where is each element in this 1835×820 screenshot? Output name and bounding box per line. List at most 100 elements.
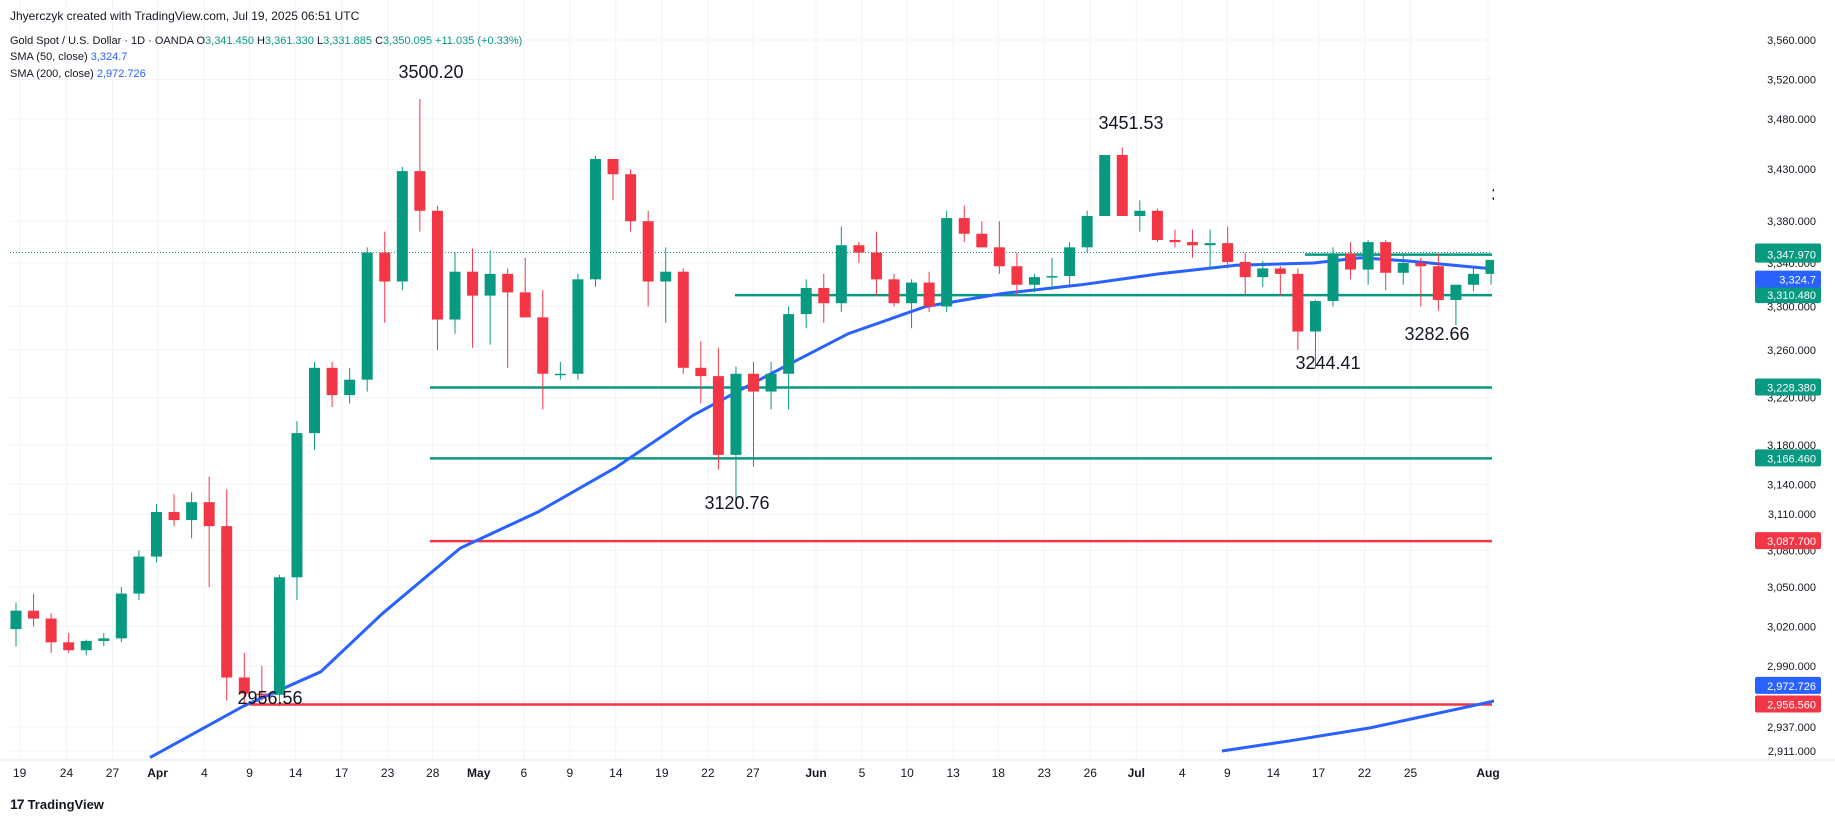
candle-body[interactable] bbox=[326, 367, 338, 396]
candle-body[interactable] bbox=[730, 373, 742, 455]
candle-body[interactable] bbox=[361, 252, 373, 380]
candle-body[interactable] bbox=[80, 640, 92, 651]
candle-body[interactable] bbox=[484, 273, 496, 296]
candle-body[interactable] bbox=[1204, 243, 1216, 246]
candle-body[interactable] bbox=[186, 502, 198, 521]
candle-body[interactable] bbox=[712, 376, 724, 455]
candle-body[interactable] bbox=[1345, 253, 1357, 270]
sma50-line[interactable] bbox=[149, 256, 1563, 759]
candle-body[interactable] bbox=[28, 610, 40, 619]
candle-body[interactable] bbox=[414, 171, 426, 211]
candle-body[interactable] bbox=[1134, 210, 1146, 216]
candle-body[interactable] bbox=[45, 618, 57, 643]
sma50-legend[interactable]: SMA (50, close) 3,324.7 bbox=[10, 51, 127, 63]
y-tick-label: 3,300.000 bbox=[1767, 302, 1816, 314]
candle-body[interactable] bbox=[607, 159, 619, 175]
candle-body[interactable] bbox=[888, 279, 900, 304]
candle-body[interactable] bbox=[1099, 155, 1111, 216]
candle-body[interactable] bbox=[1362, 242, 1374, 270]
candle-body[interactable] bbox=[695, 367, 707, 377]
candle-body[interactable] bbox=[1467, 273, 1479, 285]
candle-body[interactable] bbox=[203, 502, 215, 527]
candle-body[interactable] bbox=[748, 373, 760, 392]
candle-body[interactable] bbox=[923, 282, 935, 307]
candle-body[interactable] bbox=[1432, 266, 1444, 300]
candle-body[interactable] bbox=[958, 218, 970, 234]
candle-body[interactable] bbox=[221, 526, 233, 678]
y-tick-label: 3,520.000 bbox=[1767, 75, 1816, 87]
candle-body[interactable] bbox=[379, 252, 391, 282]
candle-body[interactable] bbox=[1397, 263, 1409, 273]
candle-body[interactable] bbox=[572, 279, 584, 374]
candle-body[interactable] bbox=[168, 512, 180, 521]
time-axis[interactable]: 19 24 27 Apr 4 9 14 17 23 28 May 6 9 14 19 22 27 Jun 5 10 13… bbox=[0, 759, 1835, 780]
candle-body[interactable] bbox=[502, 273, 514, 293]
candle-body[interactable] bbox=[835, 245, 847, 304]
candle-body[interactable] bbox=[677, 271, 689, 368]
candle-body[interactable] bbox=[344, 379, 356, 396]
candle-body[interactable] bbox=[519, 292, 531, 318]
candle-body[interactable] bbox=[976, 233, 988, 248]
candle-body[interactable] bbox=[115, 593, 127, 639]
candle-body[interactable] bbox=[1169, 240, 1181, 243]
candle-body[interactable] bbox=[818, 288, 830, 304]
candle-body[interactable] bbox=[660, 271, 672, 282]
candle-body[interactable] bbox=[63, 642, 75, 651]
candle-body[interactable] bbox=[537, 317, 549, 374]
candle-body[interactable] bbox=[1239, 261, 1251, 278]
candle-body[interactable] bbox=[10, 610, 22, 630]
candle-body[interactable] bbox=[783, 314, 795, 374]
candle-body[interactable] bbox=[1028, 277, 1040, 285]
candle-body[interactable] bbox=[765, 373, 777, 392]
candle-body[interactable] bbox=[1415, 263, 1427, 267]
candle-body[interactable] bbox=[431, 210, 443, 320]
candle-body[interactable] bbox=[1485, 259, 1497, 274]
candle-body[interactable] bbox=[1222, 243, 1234, 262]
candle-body[interactable] bbox=[642, 221, 654, 282]
candle-body[interactable] bbox=[1151, 210, 1163, 241]
low-value: 3,331.885 bbox=[323, 35, 373, 47]
y-tick-label: 2,990.000 bbox=[1767, 661, 1816, 673]
tradingview-logo[interactable]: 17 TradingView bbox=[10, 796, 104, 812]
candle-body[interactable] bbox=[1292, 273, 1304, 332]
x-tick-label: Apr bbox=[147, 766, 168, 780]
candle-body[interactable] bbox=[467, 271, 479, 296]
candle-body[interactable] bbox=[256, 693, 268, 696]
candle-body[interactable] bbox=[1187, 242, 1199, 246]
candle-body[interactable] bbox=[870, 252, 882, 280]
candle-body[interactable] bbox=[589, 159, 601, 280]
symbol-legend[interactable]: Gold Spot / U.S. Dollar · 1D · OANDA O3,… bbox=[10, 35, 522, 47]
candle-body[interactable] bbox=[449, 271, 461, 320]
candle-body[interactable] bbox=[396, 171, 408, 282]
candle-body[interactable] bbox=[941, 218, 953, 307]
candle-body[interactable] bbox=[853, 245, 865, 253]
candle-body[interactable] bbox=[1116, 155, 1128, 216]
price-annotation: 3451.53 bbox=[1098, 113, 1163, 133]
candle-body[interactable] bbox=[1274, 268, 1286, 274]
x-tick-label: 13 bbox=[946, 766, 960, 780]
candle-body[interactable] bbox=[98, 638, 110, 641]
candle-body[interactable] bbox=[554, 373, 566, 376]
candle-body[interactable] bbox=[238, 677, 250, 694]
candle-body[interactable] bbox=[1257, 268, 1269, 278]
candle-body[interactable] bbox=[150, 512, 162, 557]
candle-body[interactable] bbox=[309, 367, 321, 434]
candle-body[interactable] bbox=[906, 282, 918, 304]
candle-body[interactable] bbox=[1309, 301, 1321, 332]
candle-body[interactable] bbox=[1046, 276, 1058, 278]
candle-body[interactable] bbox=[1450, 284, 1462, 300]
candle-body[interactable] bbox=[133, 556, 145, 594]
candle-body[interactable] bbox=[273, 577, 285, 695]
price-axis[interactable]: 3,560.000 3,520.000 3,480.000 3,430.000 3,38… bbox=[1494, 0, 1835, 780]
candle-body[interactable] bbox=[291, 433, 303, 578]
candle-body[interactable] bbox=[800, 288, 812, 315]
sma200-legend[interactable]: SMA (200, close) 2,972.726 bbox=[10, 68, 146, 80]
candle-body[interactable] bbox=[1064, 247, 1076, 277]
candle-body[interactable] bbox=[1081, 216, 1093, 248]
candle-body[interactable] bbox=[1011, 266, 1023, 285]
candle-body[interactable] bbox=[1380, 242, 1392, 273]
candle-body[interactable] bbox=[625, 174, 637, 222]
candle-body[interactable] bbox=[1327, 253, 1339, 302]
candle-body[interactable] bbox=[993, 247, 1005, 267]
